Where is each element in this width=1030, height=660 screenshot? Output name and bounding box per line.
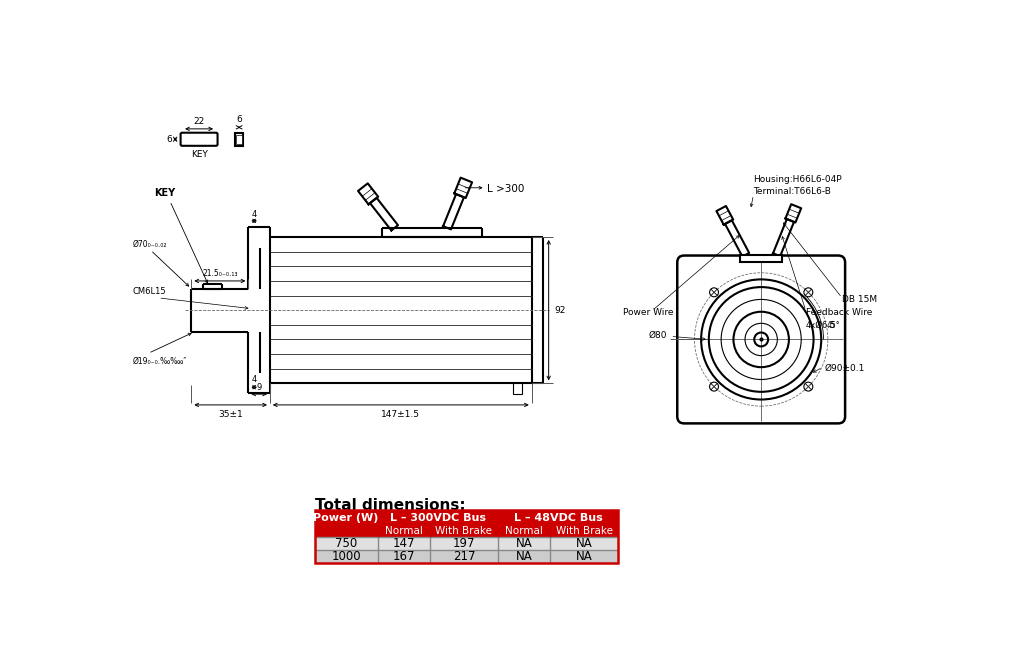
Text: 4xØ6.5: 4xØ6.5 [805, 321, 836, 330]
Text: Normal: Normal [505, 525, 543, 536]
Text: Total dimensions:: Total dimensions: [314, 498, 466, 513]
Text: 21.5₀₋₀.₁₃: 21.5₀₋₀.₁₃ [202, 269, 238, 278]
Text: Ø19₀₋₀.‰‱″: Ø19₀₋₀.‰‱″ [133, 356, 187, 366]
Text: 6: 6 [236, 115, 242, 124]
Bar [314, 537, 618, 550]
Text: 9: 9 [256, 383, 262, 392]
Bar [314, 550, 618, 563]
Text: KEY: KEY [154, 188, 175, 198]
Text: 6: 6 [167, 135, 172, 144]
Text: Housing:H66L6-04P: Housing:H66L6-04P [754, 175, 843, 184]
Text: L >300: L >300 [487, 183, 524, 193]
Text: 167: 167 [392, 550, 415, 563]
FancyBboxPatch shape [180, 133, 217, 146]
Text: With Brake: With Brake [555, 525, 613, 536]
Bar [513, 383, 522, 394]
Text: NA: NA [516, 537, 533, 550]
Text: Ø90±0.1: Ø90±0.1 [824, 364, 865, 373]
Text: 750: 750 [335, 537, 357, 550]
Bar [314, 510, 618, 525]
Bar [235, 133, 243, 146]
Text: 92: 92 [554, 306, 565, 315]
Text: 4: 4 [251, 375, 256, 384]
Text: 4: 4 [251, 210, 256, 218]
Text: Ø70₀₋₀.₀₂: Ø70₀₋₀.₀₂ [133, 240, 167, 249]
Text: Normal: Normal [385, 525, 423, 536]
FancyBboxPatch shape [678, 255, 845, 424]
Text: L – 300VDC Bus: L – 300VDC Bus [389, 513, 486, 523]
Text: 35±1: 35±1 [218, 409, 243, 418]
Text: L – 48VDC Bus: L – 48VDC Bus [514, 513, 603, 523]
Text: With Brake: With Brake [436, 525, 492, 536]
Text: 22: 22 [194, 117, 205, 126]
Text: NA: NA [576, 537, 592, 550]
Text: Feedback Wire: Feedback Wire [805, 308, 872, 317]
Text: Ø80: Ø80 [649, 331, 667, 339]
Text: 197: 197 [453, 537, 475, 550]
Text: 217: 217 [453, 550, 475, 563]
Text: Power (W): Power (W) [313, 513, 379, 523]
Bar [236, 135, 242, 144]
Text: 1000: 1000 [332, 550, 360, 563]
Text: NA: NA [576, 550, 592, 563]
Text: 147: 147 [392, 537, 415, 550]
Text: KEY: KEY [191, 150, 207, 158]
Bar [314, 525, 618, 537]
Text: 45°: 45° [827, 321, 840, 330]
Text: 147±1.5: 147±1.5 [381, 409, 420, 418]
Bar [740, 255, 783, 263]
Text: CM6L15: CM6L15 [133, 287, 167, 296]
Bar [314, 510, 618, 563]
Text: DB 15M: DB 15M [843, 295, 878, 304]
Text: NA: NA [516, 550, 533, 563]
Text: Power Wire: Power Wire [622, 308, 673, 317]
Text: Terminal:T66L6-B: Terminal:T66L6-B [754, 187, 831, 196]
